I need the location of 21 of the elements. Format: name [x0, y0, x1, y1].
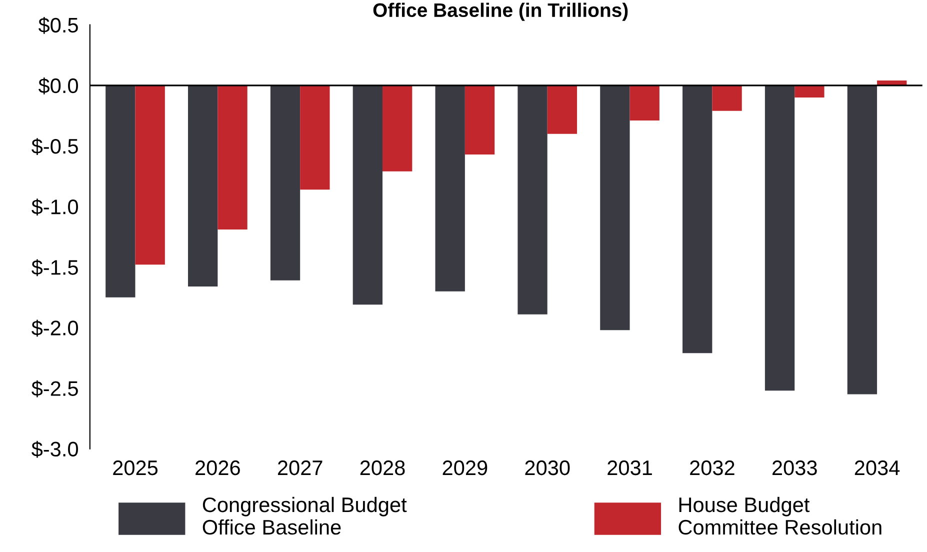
y-tick-label: $-0.5 [32, 138, 78, 155]
y-tick-label: $-1.5 [32, 259, 78, 276]
x-tick-label: 2032 [690, 460, 734, 476]
y-tick-label: $0.0 [38, 78, 78, 94]
legend-label: House Budget Committee Resolution [678, 496, 882, 535]
y-tick-label: $-2.5 [32, 380, 78, 398]
y-tick-label: $0.5 [38, 16, 78, 34]
x-tick-label: 2030 [525, 460, 570, 476]
x-tick-label: 2026 [196, 460, 240, 476]
y-tick-label: $-3.0 [32, 440, 78, 458]
x-tick-label: 2028 [360, 460, 405, 476]
y-tick-label: $-2.0 [32, 320, 78, 337]
x-tick-label: 2034 [854, 460, 900, 476]
x-tick-label: 2027 [278, 460, 322, 476]
y-tick-label: $-1.0 [32, 198, 78, 216]
x-tick-label: 2033 [772, 460, 817, 476]
legend-label: Congressional Budget Office Baseline [202, 496, 407, 535]
chart-title: Office Baseline (in Trillions) [373, 2, 628, 21]
x-tick-label: 2031 [608, 460, 652, 476]
x-tick-label: 2025 [113, 460, 158, 476]
x-tick-label: 2029 [442, 460, 488, 476]
